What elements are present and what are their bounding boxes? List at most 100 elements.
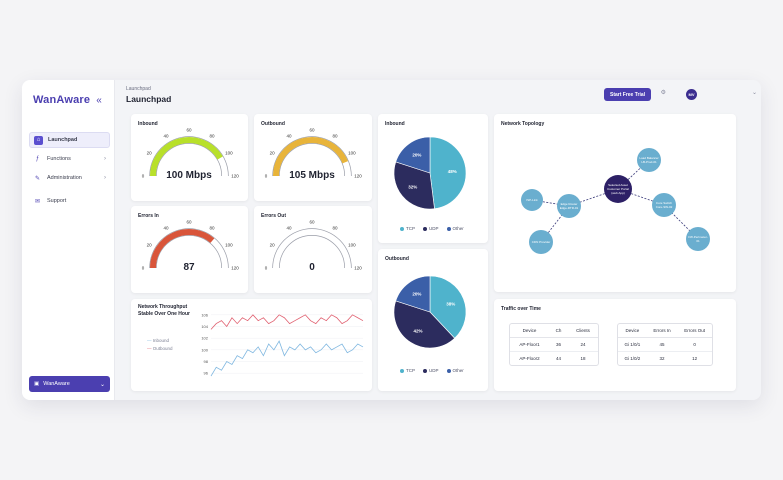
logo-text: WanAware [33,94,91,106]
pie-slice-tcp [429,275,467,339]
avatar[interactable]: MV [686,89,697,100]
column-header: Device [510,324,549,338]
sidebar-item-launchpad[interactable]: ⌂ Launchpad [29,132,110,148]
pie-slice-udp [393,161,435,210]
workspace-label: WanAware [43,381,70,387]
topology-node-cdn[interactable]: CDN Provider [529,230,553,254]
table-cell: 45 [646,337,678,352]
gauge-value-arc [150,137,223,177]
gauge-tick-label: 20 [270,151,276,156]
gauge-tick-label: 0 [265,266,268,271]
gauge-value-label: 105 Mbps [289,170,335,181]
card-title: Traffic over Time [501,306,541,312]
column-header: Errors Out [677,324,712,338]
gauge-tick-label: 100 [225,151,233,156]
gauge-tick-label: 80 [209,226,215,231]
topology-node-isp-link[interactable]: ISP-Link [521,189,543,211]
building-icon: ▣ [34,381,40,387]
errors-in-gauge: 0 20 40 60 80 100 120 87 [142,220,240,274]
chevron-right-icon: › [104,156,106,162]
pie-slice-label: 32% [408,185,417,190]
gauge-tick-label: 20 [270,243,276,248]
chevron-down-icon[interactable]: ⌄ [751,90,757,96]
breadcrumb[interactable]: Launchpad [126,86,151,92]
table-row[interactable]: Gi 1/0/2 32 12 [618,351,712,365]
gauge-tick-label: 120 [231,266,239,271]
gauge-tick-label: 0 [142,174,145,179]
table-row[interactable]: AP-Floor2 44 18 [510,351,598,365]
topology-node-core-switch[interactable]: Core Switch Core-SW-02 [652,193,676,217]
clients-table: Device Ch Clients AP-Floor1 36 24 AP-Flo… [509,323,599,366]
topology-graph: Selected Asset Customer Portal (web App)… [521,148,710,254]
errors-table: Device Errors In Errors Out Gi 1/0/1 45 … [617,323,713,366]
card-title: Outbound [385,256,409,262]
logo[interactable]: WanAware « [33,94,102,106]
pie-slice-tcp [429,136,467,210]
gauge-tick-label: 40 [163,134,169,139]
sidebar-item-functions[interactable]: ƒ Functions › [29,151,110,167]
y-tick-label: 98 [204,359,209,364]
legend-other: Other [446,368,464,373]
svg-text:LB-Prod-01: LB-Prod-01 [641,160,657,164]
svg-text:CDN Provider: CDN Provider [532,240,551,244]
gauge-card-outbound: Outbound 0 20 40 60 80 100 120 105 Mbps [254,114,372,201]
legend-label: TCP [406,226,415,231]
svg-text:Core-SW-02: Core-SW-02 [656,205,673,209]
wrench-icon: ✎ [34,175,41,182]
topology-node-center[interactable]: Selected Asset Customer Portal (web App) [604,175,632,203]
start-free-trial-button[interactable]: Start Free Trial [603,88,651,101]
card-title: Errors In [138,213,159,219]
traffic-over-time-card: Traffic over Time Device Ch Clients AP-F… [494,299,736,391]
table-cell: 0 [677,337,712,352]
series-line-outbound [210,314,364,330]
gauge-tick-label: 80 [332,226,338,231]
svg-text:Edge-RTR-01: Edge-RTR-01 [560,206,579,210]
collapse-sidebar-icon[interactable]: « [96,94,102,106]
top-bar: Launchpad Launchpad Start Free Trial ⚙ M… [126,86,761,108]
pie-slice-label: 38% [446,301,455,306]
mail-icon: ✉ [34,198,41,205]
throughput-title-block: Network Throughput Stable Over One Hour [138,304,190,317]
table-cell: AP-Floor2 [519,355,540,361]
topology-node-load-balancer[interactable]: Load Balancer LB-Prod-01 [637,148,661,172]
gauge-card-errors-in: Errors In 0 20 40 60 80 100 120 87 [131,206,248,293]
inbound-gauge: 0 20 40 60 80 100 120 100 Mbps [142,128,240,182]
gauge-tick-label: 40 [286,226,292,231]
gauge-tick-label: 80 [332,134,338,139]
column-header: Ch [548,324,568,338]
sidebar-item-label: Launchpad [48,137,78,143]
svg-text:Customer Portal: Customer Portal [607,187,629,191]
outbound-pie-chart: 38% 42% 20% [393,275,467,349]
gauge-tick-label: 60 [309,128,315,133]
topology-node-firewall[interactable]: FW-Perimeter- 01 [686,227,710,251]
sidebar-item-administration[interactable]: ✎ Administration › [29,170,110,186]
settings-icon[interactable]: ⚙ [660,90,666,96]
outbound-pie-card: Outbound 38% 42% 20% TCP UDP Other [378,249,488,391]
svg-text:Core Switch: Core Switch [656,201,673,205]
gauge-value-label: 100 Mbps [166,170,212,181]
table-row[interactable]: Gi 1/0/1 45 0 [618,337,712,352]
legend-outbound: — Outbound [147,346,173,351]
workspace-selector[interactable]: ▣ WanAware ⌄ [29,376,110,392]
gauge-tick-label: 0 [265,174,268,179]
svg-text:FW-Perimeter-: FW-Perimeter- [688,235,708,239]
throughput-subtitle: Stable Over One Hour [138,310,190,317]
gauge-tick-label: 0 [142,266,145,271]
table-row[interactable]: AP-Floor1 36 24 [510,337,598,352]
card-title: Network Topology [501,121,545,127]
pie-slice-label: 48% [448,169,457,174]
gauge-value-arc [150,229,215,269]
gauge-tick-label: 100 [225,243,233,248]
table-header-row: Device Errors In Errors Out [618,324,712,338]
pie-slice-label: 20% [412,291,421,296]
y-tick-label: 106 [201,312,208,317]
pie-slice-label: 42% [414,328,423,333]
gauge-value-label: 87 [183,262,195,273]
gauge-tick-label: 80 [209,134,215,139]
topology-node-edge-router[interactable]: Edge Router Edge-RTR-01 [557,194,581,218]
sidebar-item-support[interactable]: ✉ Support [29,193,110,209]
pie-slice-other [395,275,431,313]
y-tick-label: 96 [204,371,209,376]
table-cell: 44 [555,355,561,361]
card-title: Inbound [385,121,405,127]
